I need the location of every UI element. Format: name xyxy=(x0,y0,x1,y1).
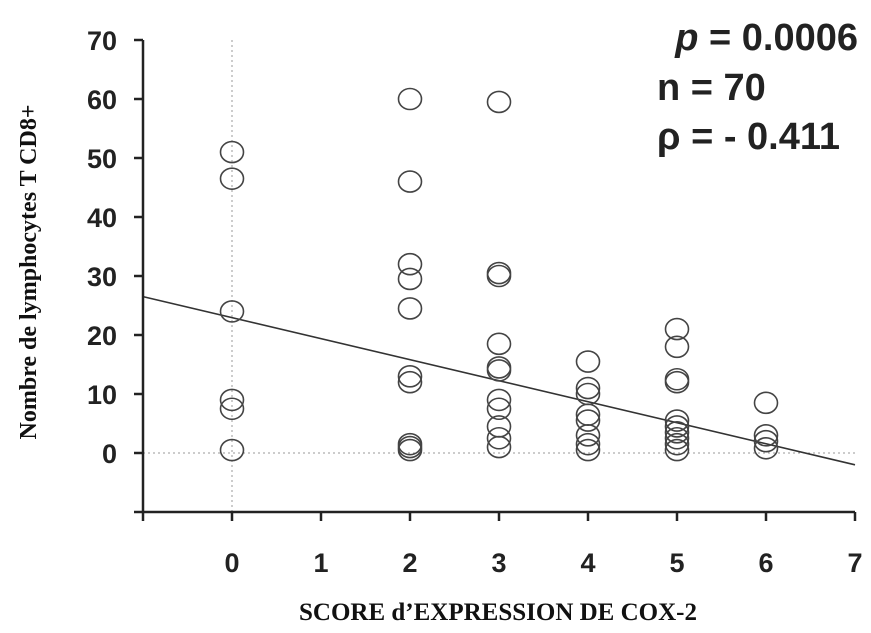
x-tick-label: 1 xyxy=(313,548,328,578)
data-point xyxy=(753,423,779,447)
data-point xyxy=(486,426,512,450)
data-point xyxy=(664,415,690,438)
data-point xyxy=(486,332,512,356)
data-point xyxy=(575,350,601,373)
data-point xyxy=(397,170,423,193)
data-point xyxy=(486,90,512,114)
data-point xyxy=(753,436,779,460)
data-point xyxy=(664,421,690,444)
x-tick-label: 4 xyxy=(580,548,595,578)
annotation-p-text: = 0.0006 xyxy=(698,17,858,59)
data-point xyxy=(575,409,601,432)
data-point xyxy=(397,370,423,394)
data-point xyxy=(664,317,690,341)
data-point xyxy=(397,364,423,388)
reference-lines xyxy=(143,40,855,512)
data-point xyxy=(397,267,423,291)
x-ticks: 0 1 2 3 4 5 6 7 xyxy=(141,512,863,578)
data-point xyxy=(219,397,245,421)
y-tick-label: 20 xyxy=(87,321,117,351)
data-point xyxy=(219,167,245,190)
data-point xyxy=(486,264,512,288)
data-point xyxy=(397,297,423,320)
data-point xyxy=(664,432,690,456)
data-point xyxy=(664,409,690,432)
x-tick-label: 0 xyxy=(224,548,239,578)
data-point xyxy=(397,438,423,462)
data-point xyxy=(664,370,690,394)
data-point xyxy=(575,376,601,400)
data-point xyxy=(575,438,601,462)
y-tick-label: 70 xyxy=(87,26,117,56)
data-point xyxy=(664,438,690,462)
x-tick-label: 2 xyxy=(402,548,417,578)
y-tick-label: 40 xyxy=(87,203,117,233)
y-axis-label: Nombre de lymphocytes T CD8+ xyxy=(16,104,42,439)
data-point xyxy=(575,432,601,456)
data-point xyxy=(219,388,245,412)
data-point xyxy=(219,300,245,323)
data-point xyxy=(575,403,601,426)
data-point xyxy=(664,426,690,450)
y-tick-label: 0 xyxy=(102,439,117,469)
data-point xyxy=(486,397,512,421)
annotation-p-value: p = 0.0006 xyxy=(674,17,858,59)
y-tick-label: 50 xyxy=(87,144,117,174)
annotation-p-prefix: p xyxy=(674,17,698,59)
data-point xyxy=(753,391,779,415)
data-point xyxy=(486,388,512,412)
data-point xyxy=(486,435,512,459)
data-point xyxy=(486,359,512,382)
data-point xyxy=(575,423,601,447)
x-tick-label: 6 xyxy=(758,548,773,578)
y-tick-label: 60 xyxy=(87,85,117,115)
data-point xyxy=(664,335,690,359)
y-tick-label: 30 xyxy=(87,262,117,292)
annotation-n: n = 70 xyxy=(657,67,766,109)
axes xyxy=(141,40,855,514)
data-point xyxy=(397,87,423,111)
annotation-rho: ρ = - 0.411 xyxy=(657,116,840,158)
x-axis-label: SCORE d’EXPRESSION DE COX-2 xyxy=(299,599,697,626)
x-tick-label: 7 xyxy=(847,548,862,578)
data-points xyxy=(219,87,779,462)
data-point xyxy=(219,140,245,164)
data-point xyxy=(219,438,245,462)
data-point xyxy=(753,429,779,453)
x-tick-label: 5 xyxy=(669,548,684,578)
x-tick-label: 3 xyxy=(491,548,506,578)
data-point xyxy=(397,252,423,276)
y-tick-label: 10 xyxy=(87,380,117,410)
y-ticks: 0 10 20 30 40 50 60 70 xyxy=(87,26,143,514)
